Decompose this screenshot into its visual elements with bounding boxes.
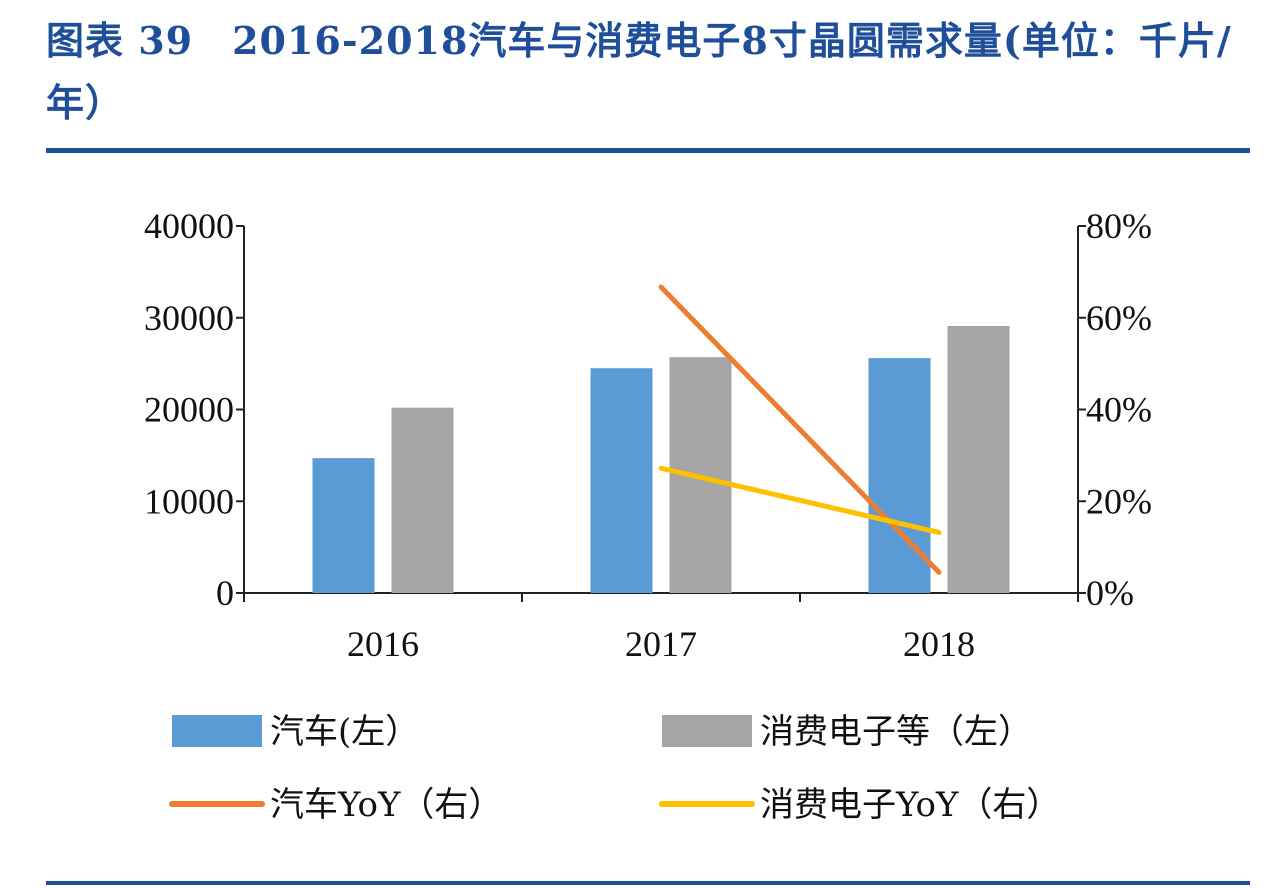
tick-labels: 0 10000 20000 30000 40000 0% 20% 40% 60% 80% 2016 2… bbox=[144, 206, 1152, 664]
y-left-tick-label: 20000 bbox=[144, 390, 234, 430]
lines bbox=[658, 284, 942, 575]
legend-label: 汽车(左） bbox=[270, 712, 419, 752]
y-right-tick-label: 20% bbox=[1086, 481, 1152, 521]
y-left-tick-label: 0 bbox=[216, 573, 234, 613]
bar bbox=[947, 326, 1010, 593]
y-left-tick-label: 10000 bbox=[144, 481, 234, 521]
bar bbox=[868, 358, 931, 593]
series-line bbox=[658, 465, 942, 535]
y-left-tick-label: 30000 bbox=[144, 298, 234, 338]
y-right-tick-label: 60% bbox=[1086, 298, 1152, 338]
series-line bbox=[658, 284, 942, 575]
x-tick-label: 2016 bbox=[347, 624, 419, 664]
bar bbox=[590, 368, 653, 593]
legend-label: 汽车YoY（右） bbox=[270, 785, 502, 825]
y-right-tick-label: 80% bbox=[1086, 206, 1152, 246]
legend-swatch bbox=[172, 715, 262, 747]
y-right-tick-label: 0% bbox=[1086, 573, 1134, 613]
x-tick-label: 2018 bbox=[903, 624, 975, 664]
y-left-tick-label: 40000 bbox=[144, 206, 234, 246]
footer-rule bbox=[46, 881, 1250, 885]
chart-title: 图表 39 2016-2018汽车与消费电子8寸晶圆需求量(单位：千片/年） bbox=[46, 18, 1232, 125]
x-tick-label: 2017 bbox=[625, 624, 697, 664]
title-rule bbox=[46, 148, 1250, 153]
legend-label: 消费电子YoY（右） bbox=[760, 785, 1060, 825]
bars bbox=[312, 326, 1010, 593]
legend-label: 消费电子等（左） bbox=[760, 712, 1032, 752]
bar bbox=[312, 458, 375, 593]
legend-swatch bbox=[662, 715, 752, 747]
axes bbox=[236, 225, 1086, 602]
bar bbox=[391, 407, 454, 593]
y-right-tick-label: 40% bbox=[1086, 390, 1152, 430]
legend: 汽车(左） 消费电子等（左） 汽车YoY（右） 消费电子YoY（右） bbox=[169, 712, 1060, 825]
